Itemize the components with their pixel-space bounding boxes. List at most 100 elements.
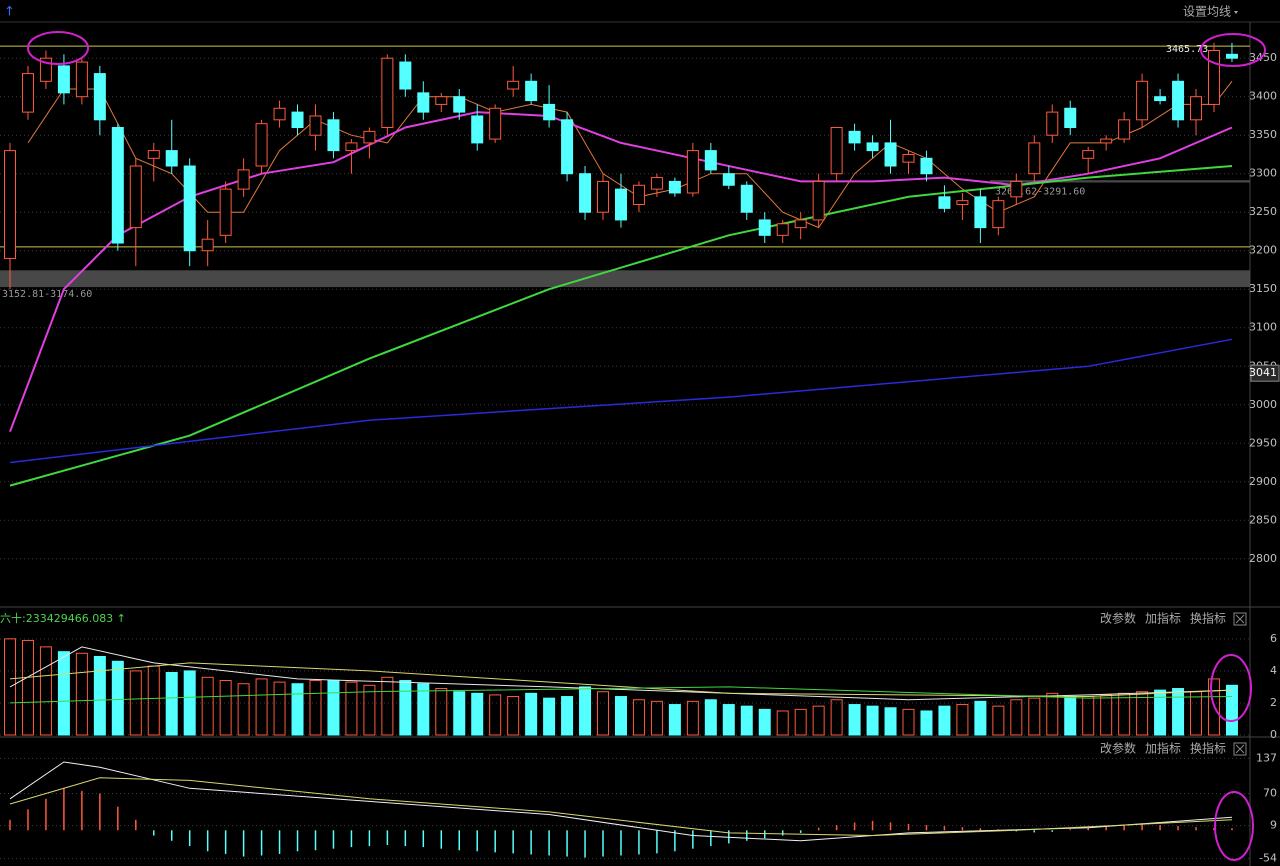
candle-body [93,73,106,121]
volume-bar [399,680,412,736]
price-tag: 3041 [1249,366,1277,379]
candle-body [165,150,178,167]
candle-body [740,184,753,213]
price-band [0,270,1250,288]
close-button[interactable] [1233,742,1247,756]
dropdown-arrow [1234,11,1238,14]
volume-bar [255,678,268,736]
line-series [9,338,1233,464]
candle-body [938,196,951,209]
line-series [9,662,1233,698]
candle-body [1136,80,1149,121]
candle-body [39,57,52,82]
candle-body [147,150,160,159]
line-series [9,646,1233,701]
ma-settings[interactable]: 设置均线 [1183,5,1231,19]
candle-body [920,157,933,175]
panel-button[interactable]: 加指标 [1145,741,1181,756]
volume-bar [740,705,753,736]
close-button[interactable] [1233,612,1247,626]
y-tick-label: 9 [1270,819,1277,832]
volume-bar [650,700,663,736]
volume-bar [1082,696,1095,736]
candle-body [956,200,969,206]
highlight [1200,33,1266,67]
panel-button[interactable]: 换指标 [1190,611,1226,626]
y-tick-label: 3100 [1249,321,1277,334]
candle-body [650,177,663,190]
candle-body [632,184,645,206]
candle-body [129,165,142,229]
candle-body [1207,49,1220,105]
candle-body [974,196,987,229]
candle-body [794,219,807,229]
band-label: 3268.62-3291.60 [995,186,1085,197]
panel-button[interactable]: 改参数 [1100,741,1136,756]
volume-bar [1172,688,1185,736]
volume-bar [722,704,735,736]
volume-bar [417,683,430,736]
volume-bar [884,707,897,736]
volume-bar [507,696,520,736]
y-tick-label: 4 [1270,664,1277,677]
candle-body [75,61,88,98]
volume-bar [614,696,627,736]
volume-bar [902,708,915,736]
candle-body [219,188,232,236]
volume-bar [147,665,160,736]
y-tick-label: 3200 [1249,244,1277,257]
panel-button[interactable]: 改参数 [1100,611,1136,626]
volume-bar [938,705,951,736]
candle-body [201,238,214,252]
candle-body [1100,138,1113,144]
volume-bar [129,670,142,736]
volume-bar [435,688,448,736]
y-tick-label: -54 [1259,852,1277,865]
volume-bar [237,683,250,736]
volume-bar [812,705,825,736]
close-icon [1235,744,1245,754]
volume-bar [1010,699,1023,736]
candle-body [363,130,376,144]
panel-button[interactable]: 加指标 [1145,611,1181,626]
volume-bar [309,680,322,736]
volume-bar [686,700,699,736]
y-tick-label: 3250 [1249,205,1277,218]
candle-body [704,150,717,171]
volume-bar [848,704,861,736]
highlight [27,31,89,65]
candle-body [902,153,915,163]
y-tick-label: 3400 [1249,90,1277,103]
volume-bar [75,652,88,736]
candle-body [435,96,448,105]
candle-body [1172,80,1185,121]
volume-bar [704,699,717,736]
panel-button[interactable]: 换指标 [1190,741,1226,756]
candle-body [722,173,735,186]
volume-bar [1225,684,1238,736]
line-series [9,686,1233,704]
volume-bar [992,705,1005,736]
candle-body [381,57,394,129]
volume-bar [291,683,304,736]
volume-bar [327,680,340,736]
candle-body [1010,180,1023,198]
volume-bar [363,684,376,736]
volume-bar [525,692,538,736]
candle-body [183,165,196,252]
volume-bar [453,691,466,736]
candle-body [273,107,286,121]
volume-bar [489,694,502,736]
candle-body [399,61,412,90]
close-icon [1235,614,1245,624]
candle-body [255,123,268,167]
volume-bar [597,691,610,736]
candle-body [992,200,1005,229]
volume-bar [776,710,789,736]
volume-bar [1190,691,1203,736]
volume-bar [39,646,52,736]
candle-body [417,92,430,113]
candle-body [686,150,699,194]
line-series [9,777,1233,837]
